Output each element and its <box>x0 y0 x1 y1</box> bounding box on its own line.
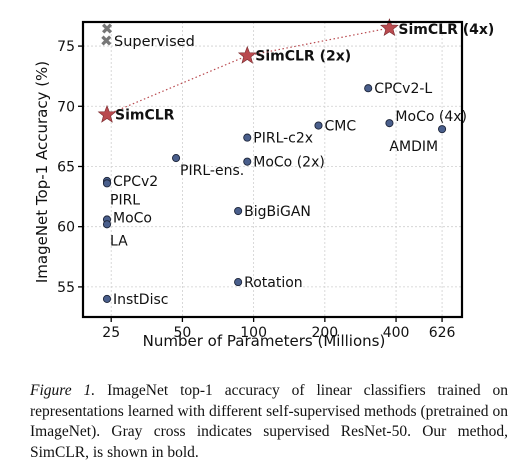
y-tick-label: 60 <box>57 220 75 236</box>
method-point-label: LA <box>110 233 128 249</box>
simclr-point-label: SimCLR (2x) <box>255 49 351 65</box>
simclr-star-marker <box>380 18 399 36</box>
method-point-marker <box>364 84 373 93</box>
method-point-label: MoCo (2x) <box>253 155 325 171</box>
method-point-marker <box>385 119 394 128</box>
x-tick-label: 200 <box>311 325 338 341</box>
method-point-label: Rotation <box>244 275 303 291</box>
method-point-label: PIRL-c2x <box>253 131 313 147</box>
method-point-marker <box>243 133 252 142</box>
simclr-point-label: SimCLR (4x) <box>398 22 494 38</box>
method-point-label: PIRL <box>110 192 140 208</box>
caption-text: ImageNet top-1 accuracy of linear classi… <box>30 382 508 461</box>
chart-point-labels: SimCLR SimCLR (2x) SimCLR (4x) CPCv2-L MoCo … <box>110 22 494 308</box>
plot-frame <box>81 20 464 319</box>
method-point-label: CMC <box>324 119 356 135</box>
x-tick-label: 50 <box>173 325 191 341</box>
x-tick-label: 626 <box>429 325 456 341</box>
method-point-label: CPCv2 <box>113 174 158 190</box>
y-tick-label: 65 <box>57 159 75 175</box>
method-point-label: MoCo <box>113 210 152 226</box>
method-point-label: PIRL-ens. <box>180 163 244 179</box>
x-tick-label: 100 <box>240 325 267 341</box>
figure-label: Figure 1. <box>30 382 96 399</box>
method-point-label: InstDisc <box>113 292 168 308</box>
chart: ✖ SimCLR SimCLR (2x) SimCLR (4x) CPCv2-L MoC… <box>33 18 494 350</box>
chart-marks: ✖ <box>97 18 447 303</box>
supervised-cross-icon: ✖ <box>101 20 114 38</box>
y-tick-label: 55 <box>57 280 75 296</box>
method-point-marker <box>438 125 447 134</box>
simclr-point-label: SimCLR <box>115 108 175 124</box>
method-point-marker <box>172 154 181 163</box>
method-point-marker <box>234 278 243 287</box>
legend-label: Supervised <box>114 34 195 50</box>
y-axis-label: ImageNet Top-1 Accuracy (%) <box>33 61 51 283</box>
x-tick-label: 400 <box>383 325 410 341</box>
simclr-star-marker <box>237 45 257 64</box>
x-axis-label: Number of Parameters (Millions) <box>143 332 386 350</box>
figure-caption: Figure 1. ImageNet top-1 accuracy of lin… <box>30 381 508 463</box>
method-point-label: AMDIM <box>389 139 438 155</box>
method-point-marker <box>102 179 112 188</box>
method-point-marker <box>314 121 323 130</box>
method-point-marker <box>102 294 112 303</box>
method-point-label: CPCv2-L <box>374 81 432 97</box>
x-tick-label: 25 <box>102 325 120 341</box>
method-point-label: MoCo (4x) <box>395 109 467 125</box>
method-point-label: BigBiGAN <box>244 204 311 220</box>
y-tick-label: 70 <box>57 99 75 115</box>
method-point-marker <box>102 220 112 229</box>
simclr-star-marker <box>97 104 117 123</box>
grid <box>83 22 462 317</box>
method-point-marker <box>234 206 243 216</box>
y-tick-label: 75 <box>57 39 75 55</box>
legend: ✖ Supervised <box>100 32 195 50</box>
axes: 25 50 100 200 400 626 55 60 65 70 75 <box>57 20 464 341</box>
legend-cross-icon: ✖ <box>100 32 113 50</box>
method-point-marker <box>243 157 252 166</box>
